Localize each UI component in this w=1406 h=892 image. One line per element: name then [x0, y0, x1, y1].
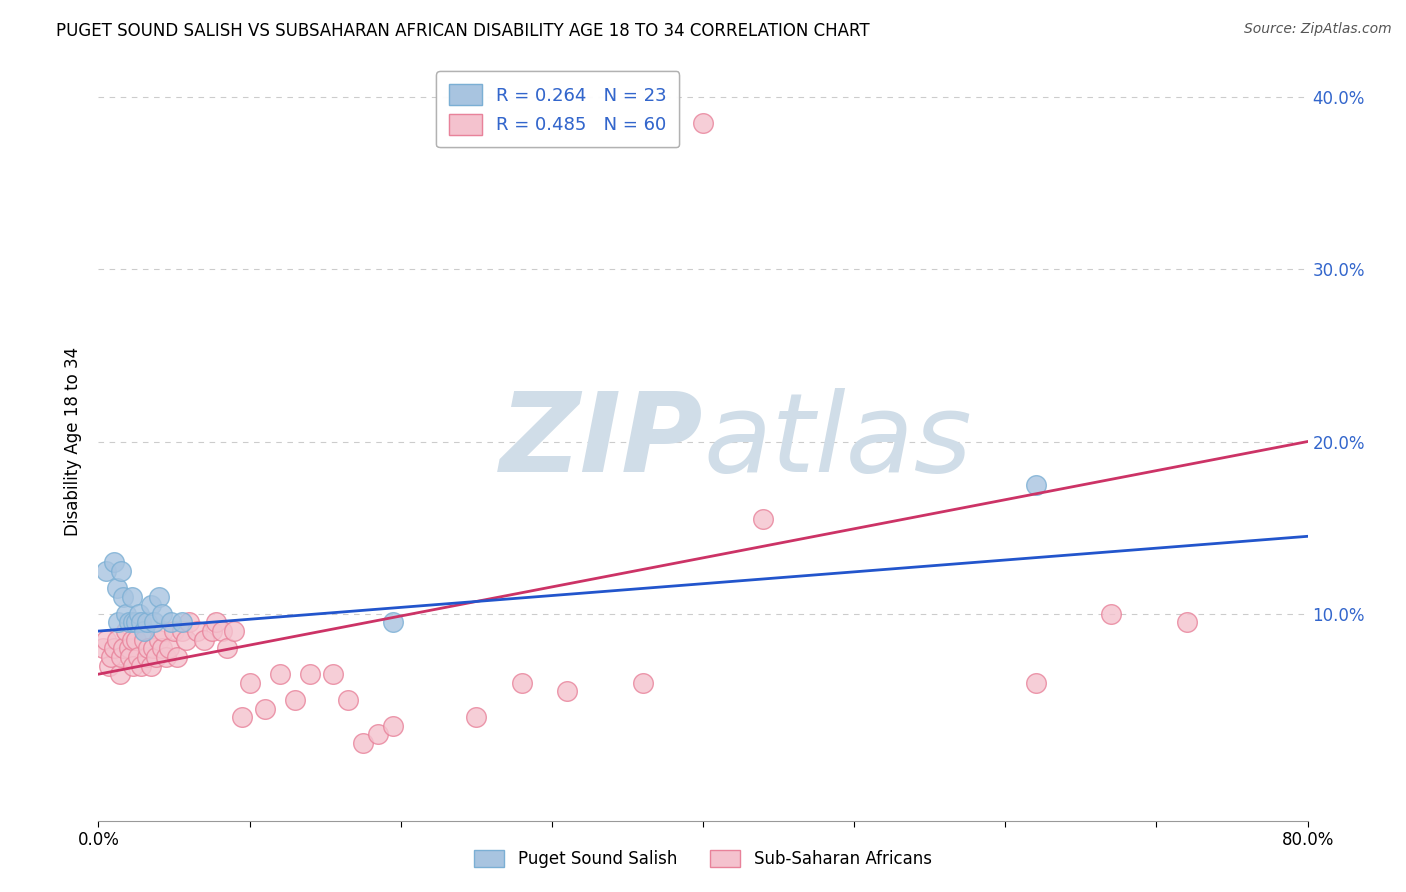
Point: [239, 675, 262, 690]
Point: [100, 649, 122, 664]
Point: [253, 701, 276, 715]
Point: [121, 590, 143, 604]
Point: [148, 590, 170, 604]
Point: [1024, 477, 1046, 491]
Text: ZIP: ZIP: [499, 388, 703, 495]
Point: [129, 615, 152, 630]
Point: [98, 658, 121, 673]
Point: [136, 641, 159, 656]
Y-axis label: Disability Age 18 to 34: Disability Age 18 to 34: [65, 347, 83, 536]
Point: [94, 564, 117, 578]
Legend: Puget Sound Salish, Sub-Saharan Africans: Puget Sound Salish, Sub-Saharan Africans: [468, 843, 938, 875]
Point: [170, 624, 193, 639]
Point: [284, 693, 307, 707]
Point: [122, 615, 145, 630]
Point: [103, 555, 125, 569]
Point: [382, 615, 405, 630]
Point: [555, 684, 578, 698]
Point: [215, 641, 238, 656]
Point: [120, 649, 142, 664]
Point: [150, 641, 173, 656]
Point: [231, 710, 253, 724]
Point: [105, 581, 128, 595]
Point: [91, 641, 114, 656]
Point: [132, 632, 155, 647]
Point: [193, 632, 215, 647]
Point: [382, 719, 405, 733]
Point: [299, 667, 322, 681]
Point: [1175, 615, 1198, 630]
Point: [125, 615, 148, 630]
Text: Source: ZipAtlas.com: Source: ZipAtlas.com: [1244, 22, 1392, 37]
Point: [174, 632, 197, 647]
Point: [201, 624, 224, 639]
Point: [159, 641, 181, 656]
Text: atlas: atlas: [703, 388, 972, 495]
Point: [128, 607, 150, 621]
Point: [186, 624, 208, 639]
Point: [145, 649, 167, 664]
Point: [121, 632, 143, 647]
Point: [114, 624, 136, 639]
Point: [107, 615, 129, 630]
Point: [322, 667, 344, 681]
Point: [110, 649, 132, 664]
Point: [103, 641, 125, 656]
Point: [752, 512, 775, 526]
Point: [125, 632, 148, 647]
Point: [170, 615, 193, 630]
Text: PUGET SOUND SALISH VS SUBSAHARAN AFRICAN DISABILITY AGE 18 TO 34 CORRELATION CHA: PUGET SOUND SALISH VS SUBSAHARAN AFRICAN…: [56, 22, 870, 40]
Point: [1024, 675, 1046, 690]
Point: [336, 693, 359, 707]
Point: [108, 667, 131, 681]
Point: [105, 632, 128, 647]
Point: [114, 607, 136, 621]
Point: [141, 599, 163, 613]
Point: [1099, 607, 1122, 621]
Legend: R = 0.264   N = 23, R = 0.485   N = 60: R = 0.264 N = 23, R = 0.485 N = 60: [436, 71, 679, 147]
Point: [224, 624, 246, 639]
Point: [141, 658, 163, 673]
Point: [110, 564, 132, 578]
Point: [269, 667, 291, 681]
Point: [166, 649, 188, 664]
Point: [367, 727, 389, 741]
Point: [148, 632, 170, 647]
Point: [352, 736, 374, 750]
Point: [129, 658, 152, 673]
Point: [160, 615, 183, 630]
Point: [118, 641, 141, 656]
Point: [143, 615, 166, 630]
Point: [211, 624, 233, 639]
Point: [150, 607, 173, 621]
Point: [152, 624, 174, 639]
Point: [135, 615, 157, 630]
Point: [510, 675, 533, 690]
Point: [465, 710, 488, 724]
Point: [631, 675, 654, 690]
Point: [94, 632, 117, 647]
Point: [132, 624, 155, 639]
Point: [118, 615, 141, 630]
Point: [179, 615, 201, 630]
Point: [122, 658, 145, 673]
Point: [111, 590, 134, 604]
Point: [127, 649, 149, 664]
Point: [111, 641, 134, 656]
Point: [142, 641, 165, 656]
Point: [205, 615, 228, 630]
Point: [135, 649, 157, 664]
Point: [163, 624, 186, 639]
Point: [692, 116, 714, 130]
Point: [155, 649, 177, 664]
